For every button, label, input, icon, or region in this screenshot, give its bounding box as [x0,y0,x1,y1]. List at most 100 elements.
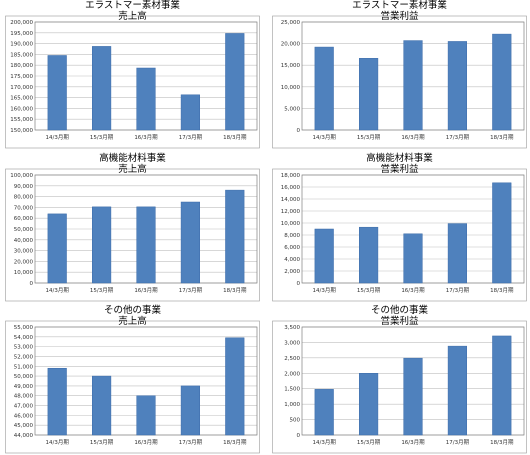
bar [225,189,245,284]
y-tick-label: 155,000 [10,117,33,123]
y-tick-label: 50,000 [14,374,34,380]
y-tick-label: 25,000 [281,20,301,26]
y-tick-label: 45,000 [14,423,34,429]
y-tick-label: 190,000 [10,42,33,48]
bar [225,337,245,436]
x-tick-label: 14/3月期 [46,287,70,294]
chart-subtitle: 営業利益 [380,11,419,22]
bar [92,206,112,284]
y-tick-label: 8,000 [284,233,300,239]
chart-panel-other-profit: その他の事業 営業利益 0 500 1,000 1,500 2,000 2,500 3,00… [272,305,527,455]
y-tick-label: 20,000 [281,42,301,48]
chart-title: エラストマー素材事業 [352,0,447,11]
bar [314,389,334,436]
y-tick-label: 30,000 [14,249,34,255]
x-tick-label: 14/3月期 [46,439,70,446]
y-tick-label: 52,000 [14,354,34,360]
y-tick-label: 16,000 [281,185,301,191]
chart-subtitle: 売上高 [118,316,147,327]
bar-chart-svg: 0 10,000 20,000 30,000 40,000 50,000 60,000 70,… [5,168,260,302]
bar-chart-svg: 0 2,000 4,000 6,000 8,000 10,000 12,000 14,000 1… [272,168,527,302]
bar [359,373,379,436]
x-tick-label: 14/3月期 [313,439,337,446]
bar [180,385,200,436]
bar [180,94,200,131]
bar [136,67,156,131]
bar [403,40,423,131]
bar [492,33,512,131]
bar [47,55,67,131]
x-tick-label: 18/3月期 [490,287,514,294]
bar [136,395,156,436]
x-tick-label: 15/3月期 [90,134,114,141]
chart-frame [5,168,260,302]
x-tick-label: 18/3月期 [223,134,247,141]
x-tick-label: 16/3月期 [401,439,425,446]
bar [47,367,67,436]
x-tick-label: 17/3月期 [446,439,470,446]
y-tick-label: 54,000 [14,335,34,341]
y-tick-label: 100,000 [10,173,33,179]
x-tick-label: 16/3月期 [401,287,425,294]
chart-subtitle: 営業利益 [380,164,419,175]
y-tick-label: 180,000 [10,63,33,69]
y-tick-label: 70,000 [14,205,34,211]
y-tick-label: 48,000 [14,394,34,400]
y-tick-label: 160,000 [10,106,33,112]
bar-chart-svg: 44,000 45,000 46,000 47,000 48,000 49,000 50,0… [5,320,260,454]
chart-panel-elastomer-sales: エラストマー素材事業 売上高 150,000 155,000 160,000 165,… [5,0,260,150]
y-tick-label: 150,000 [10,128,33,134]
chart-title: エラストマー素材事業 [85,0,180,11]
y-tick-label: 200,000 [10,20,33,26]
chart-frame [272,15,527,149]
x-tick-label: 18/3月期 [490,134,514,141]
y-tick-label: 12,000 [281,209,301,215]
x-tick-label: 17/3月期 [446,134,470,141]
y-tick-label: 51,000 [14,364,34,370]
bar-chart-svg: 150,000 155,000 160,000 165,000 170,000 175,0… [5,15,260,149]
y-tick-label: 10,000 [281,85,301,91]
chart-title: 高機能材料事業 [99,153,166,164]
y-tick-label: 195,000 [10,31,33,37]
bar [403,233,423,284]
x-tick-label: 18/3月期 [223,287,247,294]
y-tick-label: 500 [290,418,301,424]
y-tick-label: 15,000 [281,63,301,69]
bar [403,357,423,436]
x-tick-label: 17/3月期 [446,287,470,294]
y-tick-label: 55,000 [14,325,34,331]
y-tick-label: 40,000 [14,238,34,244]
y-tick-label: 3,500 [284,325,300,331]
x-tick-label: 15/3月期 [357,134,381,141]
y-tick-label: 185,000 [10,52,33,58]
y-tick-label: 49,000 [14,384,34,390]
bar [225,33,245,131]
y-tick-label: 20,000 [14,259,34,265]
x-tick-label: 16/3月期 [401,134,425,141]
y-tick-label: 90,000 [14,184,34,190]
y-tick-label: 1,000 [284,402,300,408]
bar-chart-svg: 0 500 1,000 1,500 2,000 2,500 3,000 3,500 14/3月期… [272,320,527,454]
bar [180,201,200,284]
bar [492,335,512,436]
y-tick-label: 0 [297,128,301,134]
y-tick-label: 1,500 [284,387,300,393]
y-tick-label: 6,000 [284,245,300,251]
bar [359,58,379,131]
bar [314,46,334,131]
x-tick-label: 18/3月期 [223,439,247,446]
y-tick-label: 14,000 [281,197,301,203]
bar [136,206,156,284]
x-tick-label: 17/3月期 [179,439,203,446]
x-tick-label: 16/3月期 [134,287,158,294]
y-tick-label: 44,000 [14,433,34,439]
chart-frame [272,168,527,302]
x-tick-label: 15/3月期 [357,439,381,446]
y-tick-label: 46,000 [14,413,34,419]
y-tick-label: 170,000 [10,85,33,91]
bar [314,228,334,284]
y-tick-label: 60,000 [14,216,34,222]
y-tick-label: 2,500 [284,356,300,362]
bar-chart-svg: 0 5,000 10,000 15,000 20,000 25,000 14/3月期 15/3… [272,15,527,149]
bar [447,345,467,436]
